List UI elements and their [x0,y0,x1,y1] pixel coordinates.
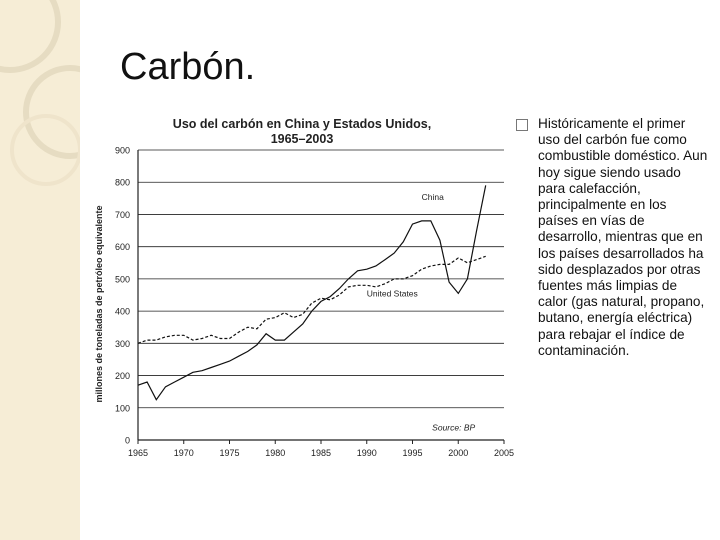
x-tick-label: 2005 [494,448,514,458]
y-tick-label: 0 [125,436,130,446]
x-tick-label: 1975 [219,448,239,458]
series-line-united-states [137,255,486,344]
decorative-rings [0,0,80,186]
y-tick-label: 800 [115,178,130,188]
series-label-united-states: United States [367,289,418,299]
y-axis-label: millones de toneladas de petróleo equiva… [94,205,104,402]
y-tick-label: 300 [115,339,130,349]
x-tick-label: 1965 [128,448,148,458]
x-tick-label: 1980 [265,448,285,458]
grid-layer [137,149,504,441]
slide-title: Carbón. [120,46,256,88]
y-tick-label: 600 [115,242,130,252]
series-label-china: China [422,192,444,202]
y-tick-label: 200 [115,371,130,381]
x-tick-label: 2000 [448,448,468,458]
y-tick-label: 700 [115,210,130,220]
y-tick-label: 100 [115,403,130,413]
tick-layer: 0 100 200 300 400 500 600 700 800 900 1965 1970 1975… [115,146,514,459]
x-tick-label: 1995 [402,448,422,458]
coal-usage-chart: Uso del carbón en China y Estados Unidos… [92,108,522,468]
y-tick-label: 900 [115,146,130,156]
x-tick-label: 1990 [357,448,377,458]
decorative-side-band [0,0,80,540]
chart-svg: Uso del carbón en China y Estados Unidos… [94,117,514,459]
source-note: Source: BP [432,422,475,432]
label-layer: China United States Source: BP [367,192,476,432]
series-layer [137,185,487,401]
chart-title-line2: 1965–2003 [271,132,334,146]
y-tick-label: 500 [115,274,130,284]
square-bullet-icon [516,119,528,131]
y-tick-label: 400 [115,307,130,317]
x-tick-label: 1985 [311,448,331,458]
series-line-china [137,185,487,401]
x-tick-label: 1970 [174,448,194,458]
bullet-text: Históricamente el primer uso del carbón … [538,116,708,358]
chart-title-line1: Uso del carbón en China y Estados Unidos… [173,117,431,131]
